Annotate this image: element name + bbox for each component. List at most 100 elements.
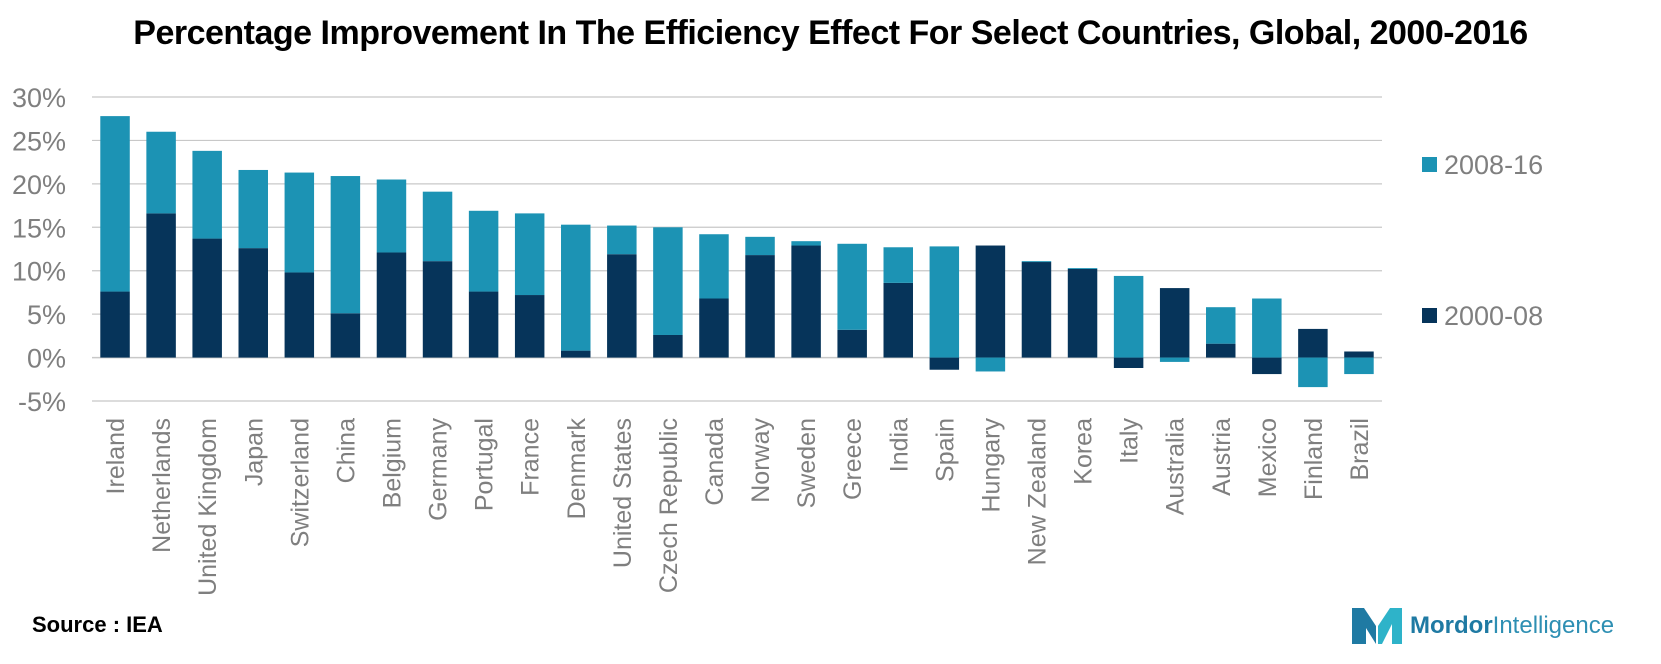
bar-segment [376,252,407,358]
source-note: Source : IEA [32,612,163,637]
bar-segment [376,179,407,253]
bar-segment [837,243,867,330]
bar-segment [791,245,821,358]
chart-title: Percentage Improvement In The Efficiency… [133,14,1528,52]
legend-swatch [1422,157,1437,172]
bar-segment [284,172,315,273]
bar-segment [929,357,960,370]
bar-segment [422,261,453,358]
bar-segment [929,246,960,358]
x-tick-label: Italy [1116,418,1144,464]
x-tick-label: Canada [701,418,729,506]
x-tick-label: Brazil [1346,418,1374,481]
bar-segment [653,334,683,358]
x-tick-label: Sweden [793,418,821,508]
legend-swatch [1422,308,1437,323]
x-tick-label: Austria [1208,418,1236,496]
bar-segment [745,255,775,358]
x-tick-label: Japan [240,418,268,486]
bar-segment [1021,262,1052,358]
legend-label: 2000-08 [1444,301,1543,331]
bar-segment [561,350,591,358]
bar-segment [837,329,867,358]
x-axis-ticks: Ireland Netherlands United Kingdom Japan Swi… [102,418,1374,596]
x-tick-label: China [332,418,360,483]
x-tick-label: Belgium [378,418,406,508]
x-tick-label: Ireland [102,418,130,494]
bar-segment [192,150,222,239]
logo-brand-bold: Mordor [1410,612,1493,639]
x-tick-label: India [885,418,913,472]
bar-segment [1159,288,1190,358]
bar-segment [330,313,361,358]
bar-segment [1252,357,1282,375]
x-tick-label: United States [609,418,637,568]
bar-segment [1206,343,1236,358]
x-tick-label: Germany [425,418,453,521]
logo-text: MordorIntelligence [1410,612,1614,640]
y-tick-label: 5% [27,300,66,330]
bar-segment [514,295,545,358]
bar-segment [1298,328,1328,358]
bar-segment [1344,357,1374,375]
y-tick-label: 25% [12,126,66,156]
bar-segment [146,213,176,358]
logo-brand-regular: Intelligence [1492,612,1615,639]
legend-label: 2008-16 [1444,150,1543,180]
x-tick-label: Spain [931,418,959,482]
x-tick-label: Mexico [1254,418,1282,497]
x-tick-label: Finland [1300,418,1328,500]
x-tick-label: Hungary [977,418,1005,513]
bar-segment [284,272,315,358]
x-tick-label: Greece [839,418,867,500]
bar-segment [699,234,729,299]
x-tick-label: Denmark [563,418,591,520]
bar-segment [1021,261,1052,263]
bar-segment [100,116,130,292]
bar-segment [561,224,591,351]
x-tick-label: France [517,418,545,496]
logo-mark-icon [1352,608,1402,644]
x-tick-label: Czech Republic [655,418,683,593]
bars [100,116,1374,388]
bar-segment [1067,268,1098,358]
bar-segment [791,241,821,246]
bar-segment [607,254,637,358]
y-tick-label: 0% [27,344,66,374]
bar-segment [1206,307,1236,344]
bar-segment [514,213,545,296]
bar-segment [238,248,268,358]
bar-segment [607,225,637,255]
x-tick-label: United Kingdom [194,418,222,596]
bar-segment [330,176,361,314]
x-tick-label: Portugal [471,418,499,511]
legend: 2008-16 2000-08 [1422,150,1543,331]
bar-segment [1159,357,1190,362]
x-tick-label: Australia [1162,418,1190,515]
bar-segment [653,227,683,335]
bar-segment [1113,357,1144,368]
bar-segment [975,245,1006,358]
bar-segment [1298,357,1328,388]
bar-segment [422,191,453,262]
bar-segment [745,236,775,256]
brand-logo: MordorIntelligence [1352,608,1614,644]
x-tick-label: Switzerland [286,418,314,547]
bar-segment [146,131,176,214]
bar-segment [192,238,222,358]
y-tick-label: 10% [12,257,66,287]
x-tick-label: Netherlands [148,418,176,553]
bar-segment [883,247,913,283]
bar-segment [975,357,1006,372]
x-tick-label: Korea [1070,418,1098,485]
x-tick-label: New Zealand [1023,418,1051,565]
bar-segment [468,291,499,358]
y-axis-ticks: -5% 0% 5% 10% 15% 20% 25% 30% [12,83,66,417]
bar-segment [883,282,913,358]
y-tick-label: -5% [18,387,66,417]
bar-segment [699,298,729,358]
bar-segment [1344,351,1374,358]
bar-segment [468,210,499,292]
bar-segment [1252,298,1282,358]
